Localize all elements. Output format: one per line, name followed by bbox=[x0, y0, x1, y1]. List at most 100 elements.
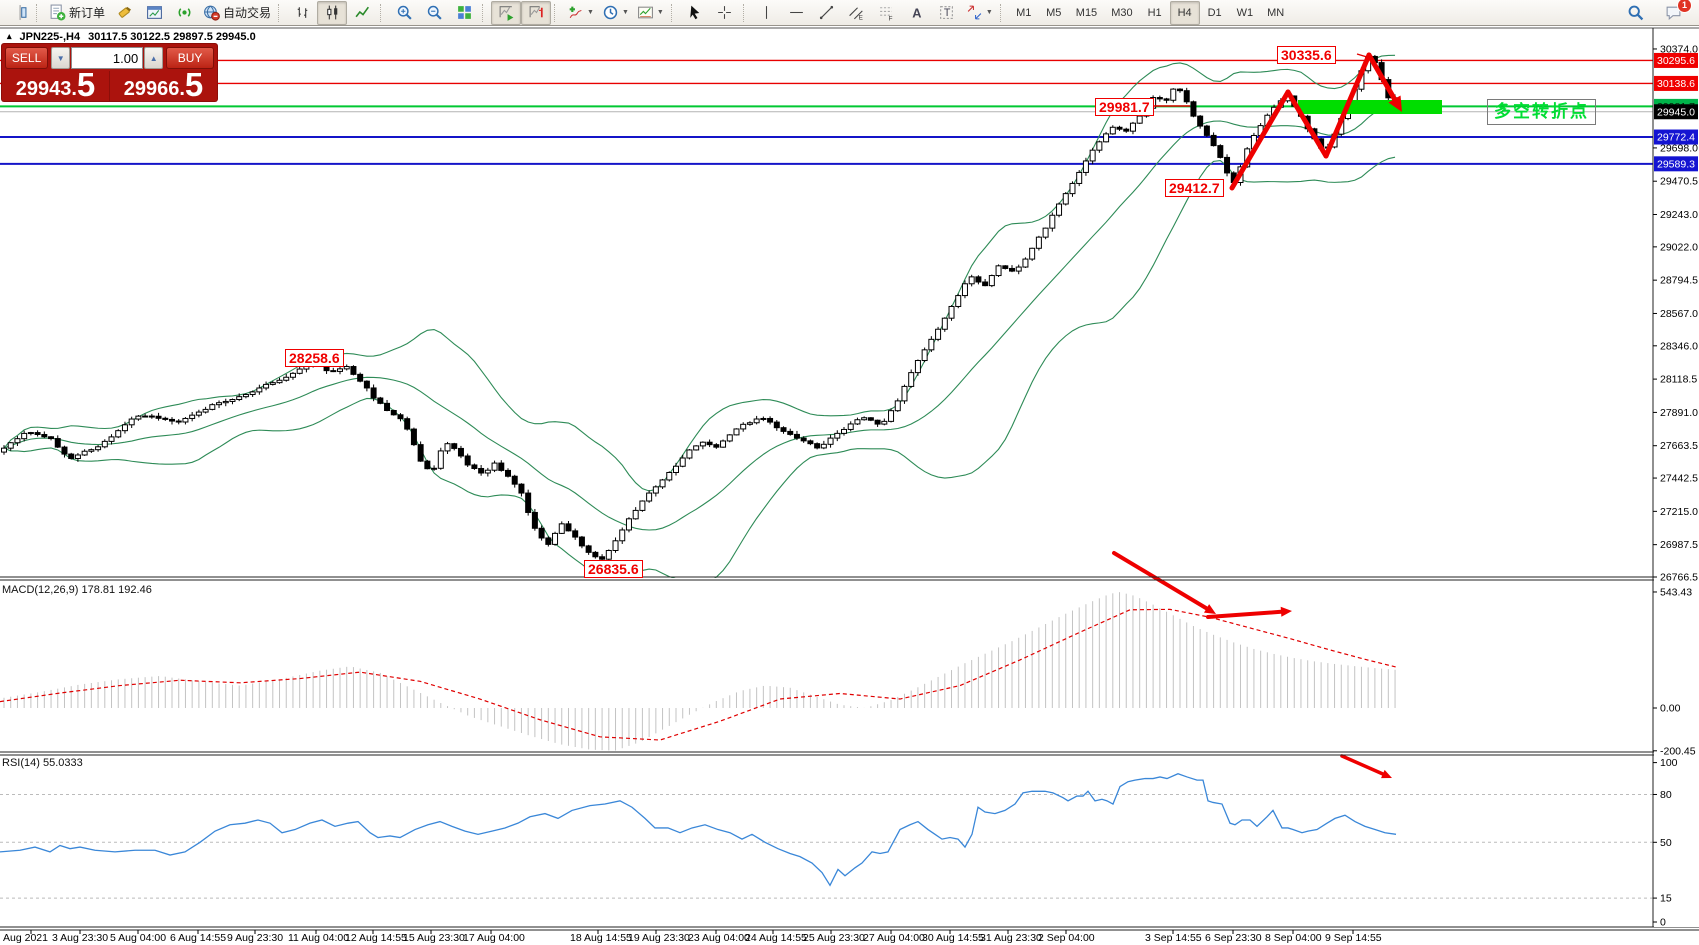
tf-w1[interactable]: W1 bbox=[1230, 1, 1261, 25]
tf-m1[interactable]: M1 bbox=[1009, 1, 1039, 25]
price-axis[interactable]: 30374.0 29698.0 29470.5 29243.0 29022.0 28794… bbox=[1652, 28, 1699, 929]
toolbar-separator bbox=[999, 3, 1006, 22]
candles-icon bbox=[324, 4, 341, 21]
zoomout-icon bbox=[426, 4, 443, 21]
indicators-icon bbox=[567, 4, 584, 21]
sell-price-pip: 5 bbox=[76, 66, 96, 103]
volume-input[interactable] bbox=[71, 47, 144, 69]
textA-icon: A bbox=[908, 4, 925, 21]
tf-m15[interactable]: M15 bbox=[1069, 1, 1104, 25]
buy-price-main: 29966 bbox=[123, 78, 180, 100]
tf-d1[interactable]: D1 bbox=[1200, 1, 1230, 25]
sell-button[interactable]: SELL bbox=[5, 47, 49, 69]
svg-text:29470.5: 29470.5 bbox=[1660, 176, 1698, 188]
panel-borders bbox=[0, 27, 1699, 931]
chart-shift-button[interactable] bbox=[521, 0, 552, 25]
svg-text:9 Aug 23:30: 9 Aug 23:30 bbox=[227, 932, 283, 944]
candlestick-chart-button[interactable] bbox=[317, 0, 348, 25]
price-callout-peak: 30335.6 bbox=[1277, 46, 1336, 64]
svg-text:30 Aug 14:55: 30 Aug 14:55 bbox=[922, 932, 984, 944]
svg-text:17 Aug 04:00: 17 Aug 04:00 bbox=[463, 932, 525, 944]
svg-text:26766.5: 26766.5 bbox=[1660, 572, 1698, 584]
tf-m30-label: M30 bbox=[1111, 6, 1133, 19]
tf-mn[interactable]: MN bbox=[1260, 1, 1291, 25]
sell-price[interactable]: 29943. 5 bbox=[2, 66, 109, 103]
channel-button[interactable]: E bbox=[842, 1, 872, 25]
autoscroll-icon bbox=[498, 4, 515, 21]
macd-panel bbox=[0, 551, 1397, 751]
chevron-down-icon: ▼ bbox=[985, 9, 993, 16]
new-order-button[interactable]: 新订单 bbox=[45, 1, 109, 25]
svg-text:30374.0: 30374.0 bbox=[1660, 43, 1698, 55]
toolbar: 新订单 自动交易 ▼ ▼ ▼ E F A T ▼ M1 M5 M15 M30 H1 H4 D1 W1 MN 1 bbox=[0, 0, 1699, 26]
buy-button[interactable]: BUY bbox=[166, 47, 214, 69]
fibonacci-button[interactable]: F bbox=[872, 1, 902, 25]
search-button[interactable] bbox=[1620, 1, 1650, 25]
cursor-button[interactable] bbox=[680, 1, 710, 25]
auto-scroll-button[interactable] bbox=[491, 0, 522, 25]
bars-icon bbox=[294, 4, 311, 21]
svg-text:24 Aug 14:55: 24 Aug 14:55 bbox=[745, 932, 807, 944]
chart-window-button[interactable] bbox=[139, 1, 169, 25]
price-callout-aug-low: 26835.6 bbox=[584, 560, 643, 578]
panel-divider bbox=[109, 71, 110, 101]
text-button[interactable]: A bbox=[902, 1, 932, 25]
zoom-out-button[interactable] bbox=[419, 1, 449, 25]
periods-button[interactable]: ▼ bbox=[598, 1, 633, 25]
zigzag-arrows[interactable] bbox=[1229, 52, 1402, 191]
tf-m5[interactable]: M5 bbox=[1039, 1, 1069, 25]
text-label-button[interactable]: T bbox=[932, 1, 962, 25]
tiles-icon bbox=[456, 4, 473, 21]
volume-decrease-button[interactable]: ▼ bbox=[51, 47, 71, 69]
svg-text:29243.0: 29243.0 bbox=[1660, 209, 1698, 221]
svg-text:28118.5: 28118.5 bbox=[1660, 374, 1697, 386]
window-fragment[interactable] bbox=[3, 1, 33, 25]
svg-text:-200.45: -200.45 bbox=[1660, 745, 1696, 757]
buy-price[interactable]: 29966. 5 bbox=[110, 68, 217, 101]
winfrag-icon bbox=[10, 4, 27, 21]
tf-m30[interactable]: M30 bbox=[1104, 1, 1139, 25]
svg-text:27215.0: 27215.0 bbox=[1660, 506, 1698, 518]
horizontal-line-button[interactable] bbox=[782, 1, 812, 25]
toolbar-right: 1 bbox=[1620, 0, 1696, 25]
svg-text:15 Aug 23:30: 15 Aug 23:30 bbox=[403, 932, 465, 944]
trendline-button[interactable] bbox=[812, 1, 842, 25]
notifications-button[interactable]: 1 bbox=[1658, 0, 1692, 25]
tf-h1[interactable]: H1 bbox=[1140, 1, 1170, 25]
buy-price-dot: . bbox=[179, 78, 185, 100]
autotrade-button[interactable]: 自动交易 bbox=[199, 1, 275, 25]
one-click-trading-panel: SELL ▼ ▲ BUY 29943.5 29966.5 bbox=[2, 44, 217, 101]
svg-text:29022.0: 29022.0 bbox=[1660, 241, 1698, 253]
rsi-label: RSI(14) 55.0333 bbox=[2, 757, 83, 769]
svg-text:29772.4: 29772.4 bbox=[1657, 132, 1695, 144]
line-chart-button[interactable] bbox=[347, 1, 377, 25]
tile-windows-button[interactable] bbox=[449, 1, 479, 25]
bars-chart-button[interactable] bbox=[287, 1, 317, 25]
templates-button[interactable]: ▼ bbox=[633, 1, 668, 25]
indicators-button[interactable]: ▼ bbox=[563, 1, 598, 25]
tf-m15-label: M15 bbox=[1075, 6, 1098, 19]
svg-text:0: 0 bbox=[1660, 917, 1666, 929]
svg-text:23 Aug 04:00: 23 Aug 04:00 bbox=[688, 932, 750, 944]
arrows-button[interactable]: ▼ bbox=[962, 1, 997, 25]
hline-icon bbox=[788, 4, 805, 21]
volume-increase-button[interactable]: ▲ bbox=[144, 47, 164, 69]
zoom-in-button[interactable] bbox=[389, 1, 419, 25]
vertical-line-button[interactable] bbox=[752, 1, 782, 25]
fibo-icon: F bbox=[878, 4, 895, 21]
textT-icon: T bbox=[938, 4, 955, 21]
svg-text:80: 80 bbox=[1660, 789, 1672, 801]
time-axis[interactable]: Aug 2021 3 Aug 23:30 5 Aug 04:00 6 Aug 14:5… bbox=[3, 930, 1382, 944]
chart-title: ▴ JPN225-,H4 30117.5 30122.5 29897.5 299… bbox=[7, 31, 256, 43]
eraser-button[interactable] bbox=[109, 1, 139, 25]
tf-h4[interactable]: H4 bbox=[1169, 0, 1200, 25]
svg-text:27 Aug 04:00: 27 Aug 04:00 bbox=[863, 932, 925, 944]
highlight-zone[interactable] bbox=[1298, 100, 1442, 114]
svg-text:28567.0: 28567.0 bbox=[1660, 308, 1698, 320]
crosshair-button[interactable] bbox=[710, 1, 740, 25]
notification-badge: 1 bbox=[1677, 0, 1692, 13]
ohlc-values: 30117.5 30122.5 29897.5 29945.0 bbox=[88, 31, 256, 43]
signal-button[interactable] bbox=[169, 1, 199, 25]
toolbar-separator bbox=[554, 3, 560, 22]
